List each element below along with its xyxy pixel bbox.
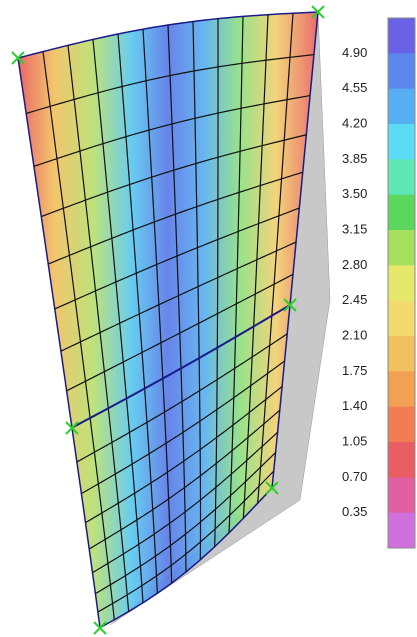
legend-swatch (388, 477, 415, 514)
legend-bar (387, 17, 416, 549)
legend-swatch (388, 124, 415, 160)
legend-swatch (388, 442, 415, 478)
mesh-line (47, 171, 303, 265)
legend-label: 4.55 (342, 80, 367, 95)
mesh-line (81, 360, 285, 495)
mesh (25, 13, 315, 620)
supports (11, 5, 325, 635)
legend-label: 1.75 (342, 363, 367, 378)
mesh-line (92, 431, 278, 574)
legend-label: 3.15 (342, 221, 367, 236)
legend-label: 4.90 (342, 45, 367, 60)
mesh-line (85, 386, 283, 524)
legend-swatch (388, 230, 415, 266)
legend-label: 2.10 (342, 327, 367, 342)
legend-label: 0.35 (342, 504, 367, 519)
mesh-line (66, 273, 294, 392)
mesh-line (25, 54, 315, 115)
edge-line (71, 304, 291, 429)
mesh-line (97, 470, 275, 613)
legend-label: 0.70 (342, 469, 367, 484)
legend-label: 2.80 (342, 257, 367, 272)
mesh-line (41, 134, 307, 218)
legend-swatch (388, 336, 415, 372)
mesh-line (54, 207, 300, 310)
mesh-line (76, 333, 288, 463)
shell-surface (17, 11, 319, 629)
legend-swatch (388, 159, 415, 196)
legend-swatch (388, 53, 415, 90)
legend-label: 4.20 (342, 115, 367, 130)
mesh-line (60, 241, 297, 352)
legend-frame (387, 17, 416, 549)
legend-labels: 4.90 4.55 4.20 3.85 3.50 3.15 2.80 2.45 2.10 1.75… (342, 45, 367, 519)
legend-label: 1.05 (342, 433, 367, 448)
legend-swatch (388, 512, 415, 549)
legend-swatch (388, 371, 415, 408)
legend-label: 3.85 (342, 151, 367, 166)
mesh-line (88, 409, 281, 550)
mesh-line (95, 452, 276, 595)
legend-swatch (388, 406, 415, 443)
legend-swatch (388, 18, 415, 54)
legend-label: 2.45 (342, 292, 367, 307)
legend-label: 3.50 (342, 186, 367, 201)
legend-swatch (388, 265, 415, 302)
legend-swatch (388, 88, 415, 125)
legend-label: 1.40 (342, 398, 367, 413)
legend-swatch (388, 194, 415, 231)
legend-swatch (388, 300, 415, 337)
mesh-line (33, 94, 311, 167)
